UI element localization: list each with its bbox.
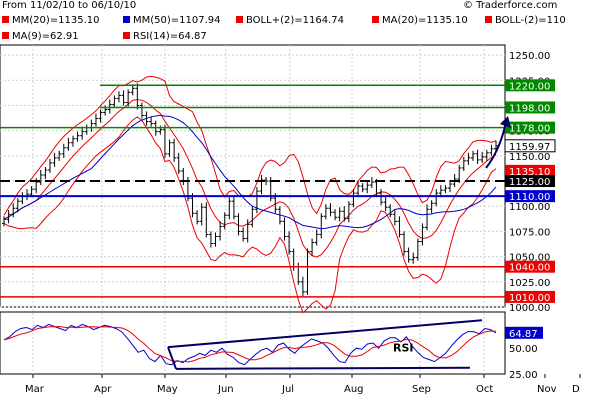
- legend-label: MA(20)=1135.10: [382, 15, 468, 26]
- rsi-label: RSI: [393, 341, 414, 354]
- level-label: 1178.00: [509, 124, 550, 135]
- level-label-box: [505, 260, 555, 273]
- chart-header: From 11/02/10 to 06/10/10 © Traderforce.…: [0, 0, 590, 50]
- price-panel-frame: [0, 44, 506, 308]
- legend-item: BOLL+(2)=1164.74: [236, 15, 344, 26]
- legend-label: BOLL+(2)=1164.74: [246, 15, 344, 26]
- level-label: 1159.97: [509, 142, 550, 153]
- legend-swatch: [123, 32, 130, 39]
- y-tick-label: 1025.00: [509, 278, 550, 289]
- y-tick-label: 1100.00: [509, 202, 550, 213]
- y-tick-label: 1050.00: [509, 253, 550, 264]
- y-tick-label: 1250.00: [509, 51, 550, 62]
- level-label: 1220.00: [509, 81, 550, 92]
- rsi-value-box: [505, 326, 543, 339]
- level-label-box: [505, 101, 555, 114]
- level-label: 1010.00: [509, 293, 550, 304]
- legend-item: RSI(14)=64.87: [123, 31, 207, 42]
- x-tick-label: Apr: [94, 384, 112, 395]
- x-tick-label: D: [572, 384, 580, 395]
- level-label-box: [505, 121, 555, 134]
- rsi-line: [3, 323, 497, 366]
- x-tick-label: Nov: [537, 384, 557, 395]
- rsi-ma-line: [3, 325, 497, 363]
- level-label: 1198.00: [509, 103, 550, 114]
- rsi-y-tick-label: 50.00: [509, 344, 538, 355]
- level-label-box: [505, 290, 555, 303]
- level-label-box: [504, 139, 556, 153]
- y-tick-label: 1000.00: [509, 303, 550, 314]
- bollinger-upper-line: [3, 75, 497, 216]
- level-label: 1125.00: [509, 177, 550, 188]
- level-label: 1110.00: [509, 192, 550, 203]
- rsi-y-tick-label: 25.00: [509, 370, 538, 381]
- level-label-box: [505, 175, 555, 188]
- rsi-value-label: 64.87: [509, 329, 538, 340]
- copyright: © Traderforce.com: [463, 0, 558, 11]
- rsi-panel-frame: [0, 311, 506, 375]
- x-tick-label: Sep: [412, 384, 431, 395]
- x-tick-label: Jun: [217, 384, 234, 395]
- trend-arrow-head: [500, 116, 511, 128]
- level-label: 1135.10: [509, 167, 550, 178]
- level-label-box: [505, 79, 555, 92]
- level-label-box: [505, 190, 555, 203]
- legend-swatch: [2, 32, 9, 39]
- legend-swatch: [372, 16, 379, 23]
- legend-item: MM(50)=1107.94: [123, 15, 221, 26]
- x-tick-label: May: [157, 384, 178, 395]
- ma20-line: [3, 98, 497, 258]
- legend-swatch: [123, 16, 130, 23]
- legend-swatch: [2, 16, 9, 23]
- ma50-line: [3, 114, 497, 230]
- rsi-trendline-left: [167, 346, 177, 370]
- level-label: 1040.00: [509, 263, 550, 274]
- legend-item: MM(20)=1135.10: [2, 15, 100, 26]
- trend-arrow: [485, 121, 507, 169]
- legend-item: MA(9)=62.91: [2, 31, 79, 42]
- legend-label: RSI(14)=64.87: [133, 31, 207, 42]
- legend-label: MM(20)=1135.10: [12, 15, 100, 26]
- rsi-trendline-upper: [167, 319, 483, 349]
- x-tick-label: Mar: [25, 384, 45, 395]
- date-range: From 11/02/10 to 06/10/10: [2, 0, 137, 11]
- bollinger-lower-line: [3, 116, 497, 314]
- x-tick-label: Jul: [281, 384, 294, 395]
- legend-label: MA(9)=62.91: [12, 31, 79, 42]
- x-tick-label: Oct: [476, 384, 493, 395]
- legend-item: BOLL-(2)=110: [485, 15, 566, 26]
- level-label-box: [505, 164, 555, 177]
- y-tick-label: 1150.00: [509, 152, 550, 163]
- legend-label: BOLL-(2)=110: [495, 15, 566, 26]
- legend-swatch: [485, 16, 492, 23]
- x-tick-label: Aug: [344, 384, 364, 395]
- rsi-trendline-lower: [175, 366, 471, 370]
- y-tick-label: 1075.00: [509, 227, 550, 238]
- legend-swatch: [236, 16, 243, 23]
- legend-label: MM(50)=1107.94: [133, 15, 221, 26]
- legend-item: MA(20)=1135.10: [372, 15, 468, 26]
